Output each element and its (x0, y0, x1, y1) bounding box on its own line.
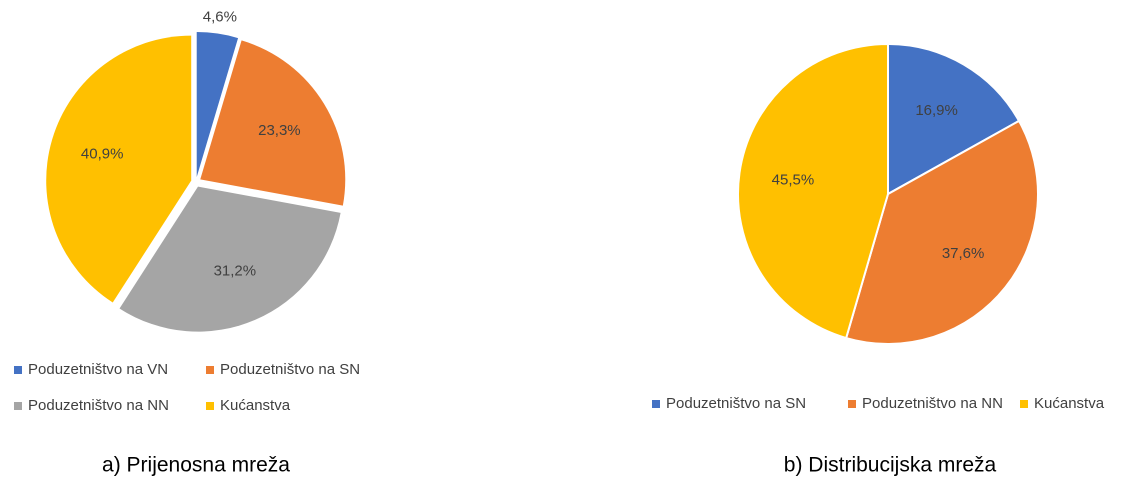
legend-swatch (652, 400, 660, 408)
data-label: 37,6% (942, 245, 985, 262)
legend-label: Poduzetništvo na SN (220, 361, 360, 378)
data-label: 40,9% (81, 145, 124, 162)
legend-swatch (206, 402, 214, 410)
legend-label: Poduzetništvo na NN (28, 397, 169, 414)
pie-slice (844, 119, 1039, 345)
legend-swatch (1020, 400, 1028, 408)
data-label: 45,5% (772, 171, 815, 188)
pie-slice (737, 42, 889, 340)
legend-swatch (14, 402, 22, 410)
pie-slice (46, 35, 192, 303)
legend-swatch (14, 366, 22, 374)
pie-slice (887, 42, 1021, 196)
legend-label: Poduzetništvo na VN (28, 361, 168, 378)
legend-label: Kućanstva (220, 397, 291, 414)
legend-swatch (848, 400, 856, 408)
data-label: 31,2% (214, 263, 257, 280)
caption: b) Distribucijska mreža (784, 454, 997, 477)
legend-label: Poduzetništvo na NN (862, 395, 1003, 412)
legend-label: Poduzetništvo na SN (666, 395, 806, 412)
pie-slice (119, 186, 341, 332)
pie-slice (196, 32, 239, 178)
pie-slice (200, 40, 346, 206)
data-label: 16,9% (915, 102, 958, 119)
data-label: 4,6% (203, 9, 237, 26)
data-label: 23,3% (258, 122, 301, 139)
legend-swatch (206, 366, 214, 374)
caption: a) Prijenosna mreža (102, 454, 290, 477)
legend-label: Kućanstva (1034, 395, 1105, 412)
